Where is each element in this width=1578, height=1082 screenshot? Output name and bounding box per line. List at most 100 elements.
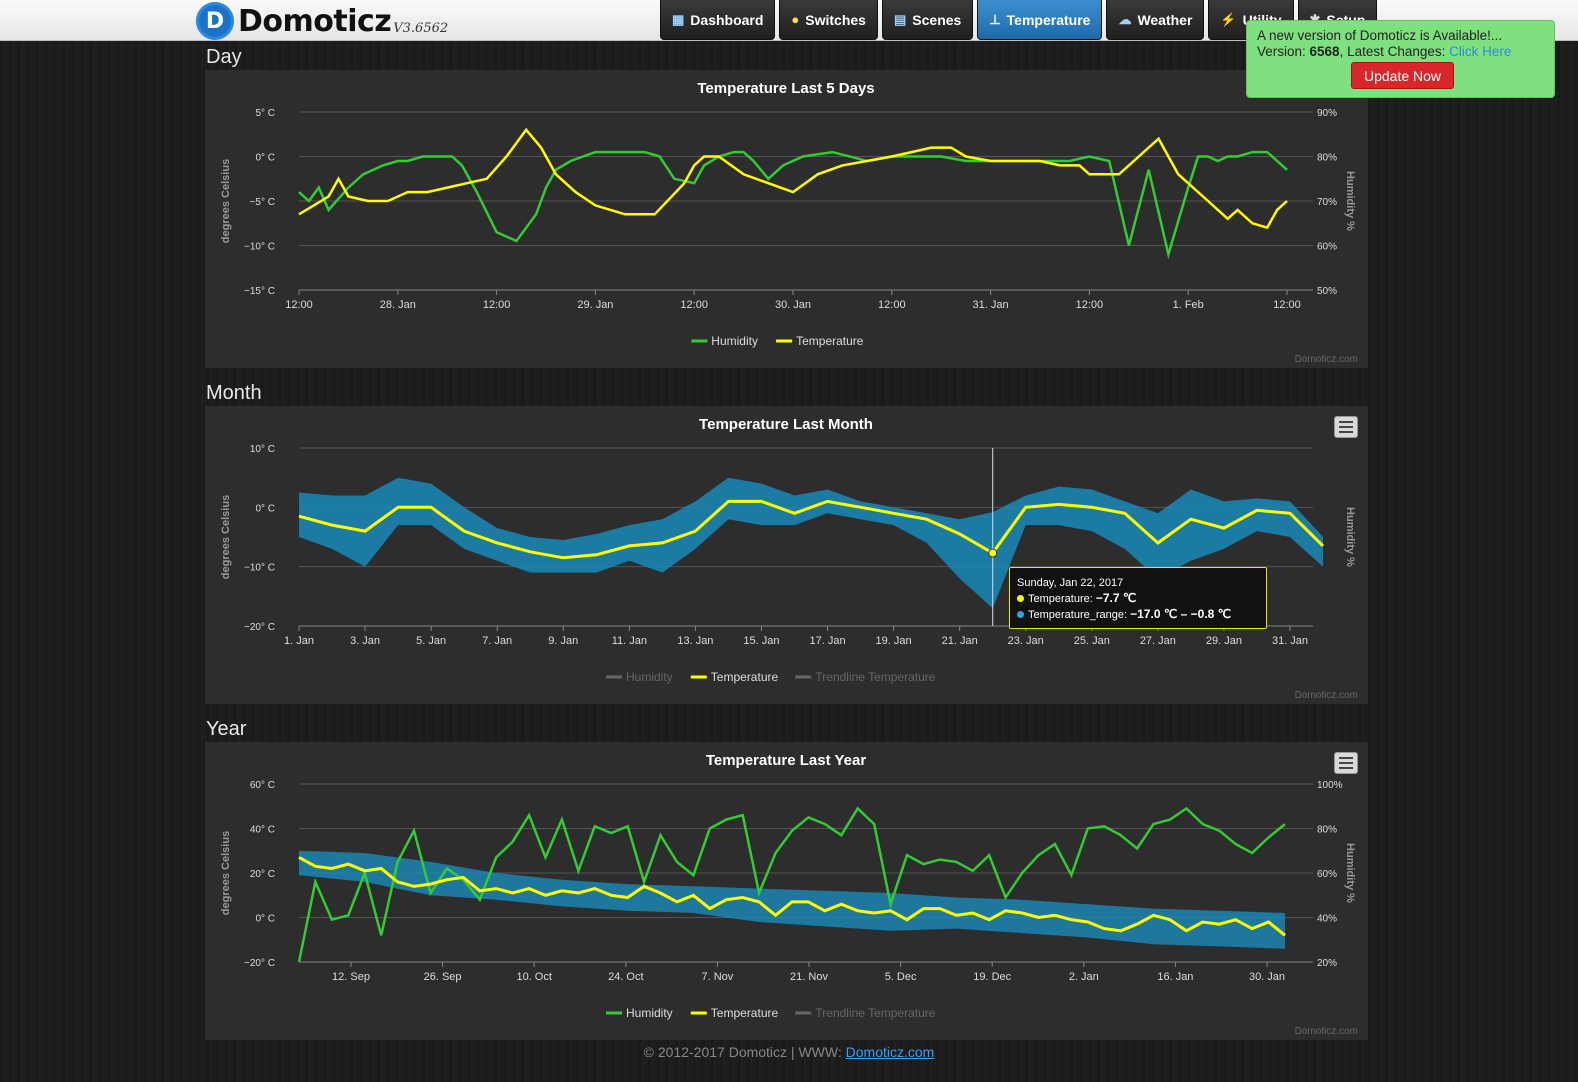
- x-tick-label: 9. Jan: [548, 635, 578, 647]
- x-tick-label: 24. Oct: [608, 971, 643, 983]
- changes-link[interactable]: Click Here: [1449, 44, 1512, 59]
- x-tick-label: 2. Jan: [1069, 971, 1099, 983]
- tooltip-value: −7.7 ℃: [1095, 591, 1137, 605]
- chart-year[interactable]: Temperature Last Year 60° C 100% 40° C 80% 20…: [205, 742, 1368, 1040]
- nav-temperature[interactable]: ⊥ Temperature: [977, 0, 1103, 40]
- hover-point: [988, 548, 998, 558]
- y2-tick-label: 60%: [1317, 869, 1337, 880]
- x-tick-label: 21. Jan: [942, 635, 978, 647]
- update-now-button[interactable]: Update Now: [1351, 62, 1454, 89]
- chart-credit[interactable]: Domoticz.com: [1294, 354, 1358, 365]
- dashboard-icon: ▦: [672, 11, 685, 27]
- temperature-dot-icon: [1017, 595, 1024, 602]
- legend-item: Temperature: [711, 1006, 779, 1020]
- x-tick-label: 28. Jan: [380, 299, 416, 311]
- footer: © 2012-2017 Domoticz | WWW: Domoticz.com: [0, 1044, 1578, 1060]
- x-tick-label: 27. Jan: [1140, 635, 1176, 647]
- chart-credit[interactable]: Domoticz.com: [1294, 1026, 1358, 1037]
- y2-tick-label: 40%: [1317, 914, 1337, 925]
- x-tick-label: 23. Jan: [1008, 635, 1044, 647]
- x-tick-label: 16. Jan: [1157, 971, 1193, 983]
- legend-item: Temperature: [711, 670, 779, 684]
- logo-icon: D: [196, 2, 234, 40]
- x-tick-label: 25. Jan: [1074, 635, 1110, 647]
- main-nav: ▦ Dashboard ● Switches ▤ Scenes ⊥ Temperatur…: [660, 0, 1378, 40]
- tooltip-value: −17.0 ℃ – −0.8 ℃: [1130, 607, 1232, 621]
- footer-text: © 2012-2017 Domoticz | WWW:: [643, 1044, 846, 1060]
- scenes-icon: ▤: [893, 11, 907, 27]
- nav-label: Weather: [1137, 11, 1193, 28]
- x-tick-label: 12:00: [285, 299, 313, 311]
- section-title-year: Year: [206, 718, 247, 740]
- chart-tooltip: Sunday, Jan 22, 2017 Temperature: −7.7 ℃…: [1009, 567, 1267, 629]
- update-notice: A new version of Domoticz is Available!.…: [1246, 20, 1555, 98]
- legend-item: Humidity: [626, 1006, 673, 1020]
- x-tick-label: 19. Jan: [876, 635, 912, 647]
- x-tick-label: 12:00: [1273, 299, 1301, 311]
- y-tick-label: 60° C: [250, 780, 275, 791]
- notice-line2: Version: 6568, Latest Changes: Click Her…: [1257, 44, 1544, 60]
- nav-switches[interactable]: ● Switches: [779, 0, 878, 40]
- chart-title: Temperature Last Month: [699, 416, 873, 433]
- y-tick-label: 0° C: [255, 503, 275, 514]
- x-tick-label: 29. Jan: [1206, 635, 1242, 647]
- y-tick-label: −10° C: [244, 242, 275, 253]
- x-tick-label: 12:00: [680, 299, 708, 311]
- x-tick-label: 26. Sep: [424, 971, 462, 983]
- cloud-icon: ☁: [1118, 11, 1132, 27]
- x-tick-label: 7. Jan: [482, 635, 512, 647]
- y-tick-label: −5° C: [250, 197, 275, 208]
- setup-icon: ✱: [1309, 11, 1321, 27]
- y2-tick-label: 70%: [1317, 197, 1337, 208]
- x-tick-label: 5. Dec: [885, 971, 917, 983]
- y-axis-label: degrees Celsius: [220, 159, 232, 243]
- y2-axis-label: Humidity %: [1344, 843, 1356, 903]
- chart-menu-button[interactable]: [1334, 752, 1358, 774]
- tooltip-range: Temperature_range: −17.0 ℃ – −0.8 ℃: [1017, 607, 1259, 623]
- y2-tick-label: 80%: [1317, 153, 1337, 164]
- chart-panel-month: Temperature Last Month 10° C 0° C −10° C −20…: [205, 406, 1368, 704]
- nav-label: Scenes: [912, 11, 962, 28]
- y-axis-label: degrees Celsius: [220, 831, 232, 915]
- thermometer-icon: ⊥: [989, 11, 1001, 27]
- chart-month[interactable]: Temperature Last Month 10° C 0° C −10° C −20…: [205, 406, 1368, 704]
- y-axis-label: degrees Celsius: [220, 495, 232, 579]
- y-tick-label: 20° C: [250, 869, 275, 880]
- legend-item: Humidity: [626, 670, 673, 684]
- y-tick-label: 40° C: [250, 825, 275, 836]
- notice-version: 6568: [1309, 44, 1340, 59]
- legend-item: Humidity: [711, 334, 758, 348]
- utility-icon: ⚡: [1220, 11, 1237, 27]
- chart-credit[interactable]: Domoticz.com: [1294, 690, 1358, 701]
- y-tick-label: −20° C: [244, 958, 275, 969]
- y2-tick-label: 100%: [1317, 780, 1343, 791]
- nav-label: Dashboard: [690, 11, 764, 28]
- humidity-series-line: [297, 806, 1286, 963]
- nav-weather[interactable]: ☁ Weather: [1106, 0, 1205, 40]
- chart-menu-button[interactable]: [1334, 416, 1358, 438]
- x-tick-label: 29. Jan: [577, 299, 613, 311]
- notice-line1: A new version of Domoticz is Available!.…: [1257, 28, 1503, 43]
- nav-label: Switches: [805, 11, 866, 28]
- nav-dashboard[interactable]: ▦ Dashboard: [660, 0, 776, 40]
- y2-axis-label: Humidity %: [1344, 507, 1356, 567]
- legend-item: Trendline Temperature: [815, 670, 935, 684]
- y2-tick-label: 80%: [1317, 825, 1337, 836]
- chart-day[interactable]: Temperature Last 5 Days 5° C 90% 0° C 80% −5°…: [205, 70, 1368, 368]
- y-tick-label: 5° C: [255, 108, 275, 119]
- nav-scenes[interactable]: ▤ Scenes: [881, 0, 974, 40]
- chart-title: Temperature Last Year: [706, 752, 867, 769]
- notice-label: , Latest Changes:: [1339, 44, 1450, 59]
- legend-item: Temperature: [796, 334, 864, 348]
- y2-tick-label: 20%: [1317, 958, 1337, 969]
- y2-tick-label: 60%: [1317, 242, 1337, 253]
- y-tick-label: 0° C: [255, 914, 275, 925]
- y-tick-label: 0° C: [255, 153, 275, 164]
- nav-label: Temperature: [1006, 11, 1091, 28]
- logo-text: Domoticz: [238, 3, 392, 39]
- domoticz-logo[interactable]: D Domoticz V3.6562: [196, 2, 448, 40]
- logo-version: V3.6562: [393, 20, 449, 36]
- temperature-series-line: [298, 856, 1286, 937]
- footer-link[interactable]: Domoticz.com: [845, 1044, 935, 1060]
- y2-tick-label: 90%: [1317, 108, 1337, 119]
